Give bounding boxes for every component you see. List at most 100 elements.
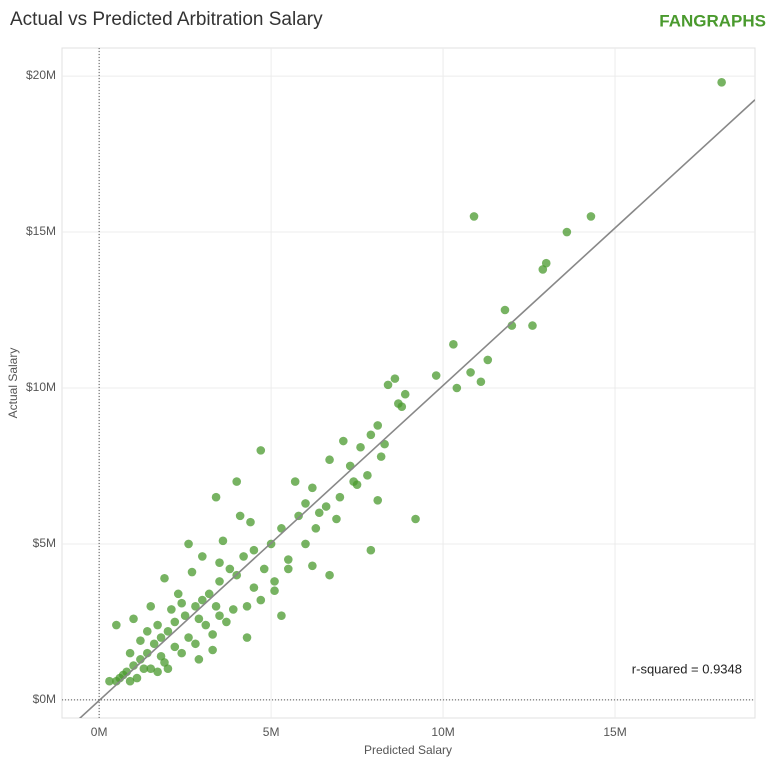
point [321, 502, 331, 511]
y-tick-label: $15M [26, 224, 56, 238]
point [383, 380, 393, 390]
point [125, 676, 135, 686]
y-tick-label: $20M [26, 68, 56, 82]
point [156, 633, 166, 642]
point [308, 483, 317, 493]
point [191, 639, 200, 649]
point [500, 305, 510, 315]
point [187, 567, 197, 577]
point [373, 421, 383, 430]
point [194, 655, 204, 664]
point [232, 477, 242, 486]
point [170, 642, 180, 652]
point [476, 377, 486, 387]
point [167, 605, 176, 614]
point [314, 508, 324, 518]
plot-frame [61, 47, 756, 719]
point [173, 589, 183, 599]
point [208, 630, 217, 639]
point [235, 511, 245, 521]
point [222, 617, 231, 627]
point [225, 564, 235, 574]
point [125, 648, 135, 658]
point [301, 539, 310, 549]
point [242, 602, 252, 611]
x-tick-label: 5M [263, 725, 280, 739]
x-tick-label: 15M [603, 725, 626, 739]
point [452, 383, 462, 393]
point [215, 577, 224, 586]
point [170, 617, 180, 627]
point [270, 586, 279, 596]
point [390, 374, 400, 383]
point [283, 555, 293, 564]
point [469, 212, 479, 221]
point [201, 620, 211, 630]
y-axis-label: Actual Salary [6, 348, 20, 419]
point [335, 492, 345, 502]
point [366, 430, 376, 440]
point [325, 455, 334, 465]
point [211, 602, 221, 611]
point [325, 570, 334, 580]
point [397, 402, 407, 412]
point [112, 620, 121, 630]
point [218, 536, 228, 546]
point [136, 636, 145, 645]
point [431, 371, 441, 380]
point [411, 514, 420, 524]
point [301, 499, 310, 508]
point [153, 667, 162, 677]
point [215, 611, 224, 620]
point [277, 524, 286, 533]
point [204, 589, 214, 599]
point [191, 602, 200, 611]
annotation: r-squared = 0.9348 [632, 661, 742, 676]
point [400, 389, 410, 399]
point [160, 573, 169, 583]
point [146, 664, 156, 674]
point [228, 605, 238, 614]
point [538, 265, 548, 274]
point [246, 517, 255, 527]
point [332, 514, 341, 524]
point [277, 611, 286, 620]
point [239, 552, 248, 561]
point [290, 477, 300, 486]
point [339, 436, 348, 446]
point [356, 442, 365, 452]
point [105, 676, 114, 686]
point [211, 492, 221, 502]
point [215, 558, 224, 567]
point [146, 602, 156, 611]
point [373, 495, 383, 505]
point [242, 633, 252, 642]
point [294, 511, 303, 521]
y-tick-label: $10M [26, 380, 56, 394]
point [163, 664, 173, 674]
point [249, 583, 259, 592]
point [184, 633, 193, 642]
point [256, 446, 266, 455]
point [139, 664, 149, 674]
point [194, 614, 204, 624]
point [177, 648, 186, 658]
point [198, 552, 207, 561]
point [184, 539, 193, 549]
point [208, 645, 217, 655]
point [466, 368, 475, 377]
point [142, 626, 152, 636]
x-tick-label: 0M [91, 725, 108, 739]
point [180, 611, 190, 620]
point [163, 626, 173, 636]
x-tick-label: 10M [431, 725, 454, 739]
y-tick-label: $0M [33, 692, 56, 706]
point [363, 471, 372, 480]
point [156, 651, 166, 661]
y-tick-label: $5M [33, 536, 56, 550]
point [259, 564, 269, 574]
point [345, 461, 355, 471]
point [177, 598, 186, 608]
